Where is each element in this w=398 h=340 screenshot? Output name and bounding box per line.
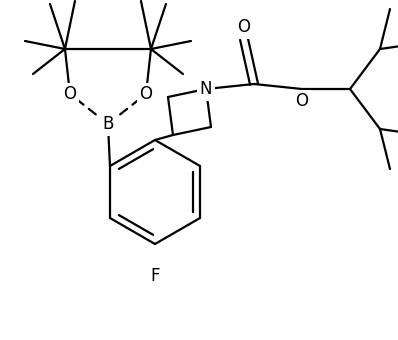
Text: O: O bbox=[139, 85, 152, 103]
Text: O: O bbox=[238, 18, 250, 36]
Text: O: O bbox=[295, 92, 308, 110]
Text: B: B bbox=[102, 115, 114, 133]
Text: N: N bbox=[200, 80, 212, 98]
Text: O: O bbox=[63, 85, 76, 103]
Text: F: F bbox=[150, 267, 160, 285]
